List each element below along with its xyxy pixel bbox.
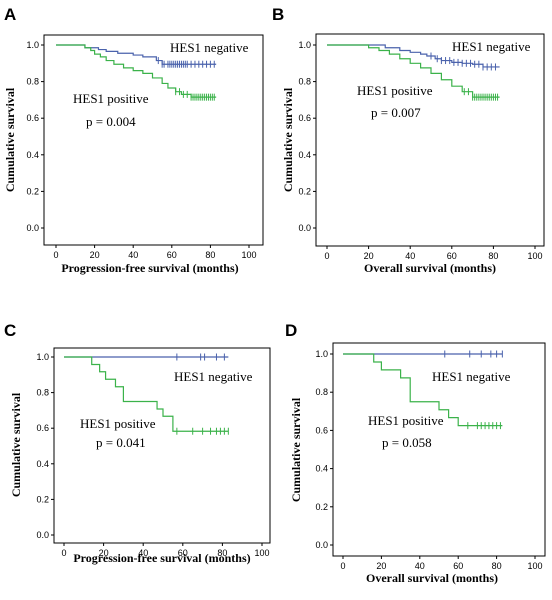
y-tick-label: 0.2 [315, 502, 328, 512]
series-line-hes1-positive [327, 44, 500, 98]
y-axis-label: Cumulative survival [9, 392, 23, 497]
plot-frame [43, 34, 264, 246]
x-tick-label: 20 [90, 250, 100, 260]
x-tick-label: 40 [138, 548, 148, 558]
annotation-hes1-negative: HES1 negative [432, 369, 511, 384]
y-tick-label: 0.4 [315, 464, 328, 474]
y-tick-label: 0.4 [298, 150, 311, 160]
y-tick-label: 1.0 [36, 352, 49, 362]
x-tick-label: 100 [527, 561, 542, 571]
y-tick-label: 0.2 [36, 494, 49, 504]
x-tick-label: 0 [340, 561, 345, 571]
annotation-hes1-negative: HES1 negative [170, 40, 249, 55]
axis-ticks: 0 20 40 60 80 100 0.0 0.2 0.4 0.6 0.8 1.0 [36, 352, 269, 558]
y-tick-label: 0.8 [36, 388, 49, 398]
y-axis-label: Cumulative survival [289, 397, 303, 502]
x-tick-label: 0 [53, 250, 58, 260]
x-axis-label: Overall survival (months) [366, 571, 498, 585]
y-tick-label: 0.8 [315, 387, 328, 397]
y-tick-label: 0.8 [298, 77, 311, 87]
annotation-hes1-positive: HES1 positive [368, 413, 444, 428]
x-tick-label: 80 [488, 251, 498, 261]
y-tick-label: 0.6 [315, 425, 328, 435]
x-axis-label: Progression-free survival (months) [61, 261, 238, 275]
axis-ticks: 0 20 40 60 80 100 0.0 0.2 0.4 0.6 0.8 1.0 [315, 349, 542, 571]
y-tick-label: 0.0 [315, 540, 328, 550]
x-tick-label: 100 [254, 548, 269, 558]
x-tick-label: 100 [241, 250, 256, 260]
x-tick-label: 80 [205, 250, 215, 260]
x-tick-label: 80 [217, 548, 227, 558]
series-line-hes1-positive [343, 353, 503, 427]
panel-letter: C [4, 321, 16, 340]
y-tick-label: 0.2 [26, 186, 39, 196]
annotation-hes1-positive: HES1 positive [80, 416, 156, 431]
annotation-hes1-negative: HES1 negative [174, 369, 253, 384]
y-tick-label: 0.4 [26, 150, 39, 160]
x-axis-label: Progression-free survival (months) [73, 551, 250, 565]
annotation-p-value: p = 0.041 [96, 435, 146, 450]
y-tick-label: 0.0 [36, 530, 49, 540]
y-tick-label: 0.6 [36, 423, 49, 433]
annotation-hes1-positive: HES1 positive [73, 91, 149, 106]
panel-b: B 0 20 40 60 80 100 0.0 0.2 0.4 0.6 0.8 1.0 HES1 ne… [272, 5, 545, 275]
y-tick-label: 0.6 [26, 113, 39, 123]
series-layer [327, 44, 500, 101]
annotation-hes1-negative: HES1 negative [452, 39, 531, 54]
panel-a: A 0 20 40 60 80 100 0.0 0.2 0.4 0.6 0.8 1.0 HES1 ne… [3, 5, 264, 275]
plot-frame [53, 347, 271, 544]
y-tick-label: 1.0 [315, 349, 328, 359]
panel-c: C 0 20 40 60 80 100 0.0 0.2 0.4 0.6 0.8 1.0 HES1 ne… [4, 321, 271, 565]
annotation-p-value: p = 0.004 [86, 114, 136, 129]
series-line-hes1-negative [327, 44, 500, 68]
panel-letter: B [272, 5, 284, 24]
x-tick-label: 80 [492, 561, 502, 571]
y-tick-label: 0.4 [36, 459, 49, 469]
x-tick-label: 20 [376, 561, 386, 571]
series-layer [64, 353, 229, 435]
axis-ticks: 0 20 40 60 80 100 0.0 0.2 0.4 0.6 0.8 1.0 [26, 40, 256, 260]
x-tick-label: 0 [324, 251, 329, 261]
y-tick-label: 1.0 [298, 40, 311, 50]
panel-letter: A [4, 5, 16, 24]
axis-ticks: 0 20 40 60 80 100 0.0 0.2 0.4 0.6 0.8 1.0 [298, 40, 542, 261]
series-layer [343, 350, 503, 430]
x-tick-label: 40 [405, 251, 415, 261]
y-axis-label: Cumulative survival [3, 87, 17, 192]
plot-frame [332, 342, 546, 557]
y-tick-label: 0.6 [298, 113, 311, 123]
x-tick-label: 40 [128, 250, 138, 260]
x-tick-label: 100 [527, 251, 542, 261]
y-tick-label: 0.0 [26, 223, 39, 233]
panel-d: D 0 20 40 60 80 100 0.0 0.2 0.4 0.6 0.8 1.0 HES1 ne… [285, 321, 546, 585]
x-tick-label: 60 [167, 250, 177, 260]
plot-frame [315, 33, 545, 247]
y-axis-label: Cumulative survival [281, 87, 295, 192]
x-axis-label: Overall survival (months) [364, 261, 496, 275]
panel-letter: D [285, 321, 297, 340]
x-tick-label: 0 [61, 548, 66, 558]
annotation-p-value: p = 0.058 [382, 435, 432, 450]
y-tick-label: 0.2 [298, 186, 311, 196]
x-tick-label: 20 [364, 251, 374, 261]
series-layer [56, 44, 217, 101]
series-line-hes1-positive [64, 356, 229, 432]
x-tick-label: 60 [447, 251, 457, 261]
x-tick-label: 60 [178, 548, 188, 558]
y-tick-label: 0.0 [298, 223, 311, 233]
x-tick-label: 60 [453, 561, 463, 571]
annotation-p-value: p = 0.007 [371, 105, 421, 120]
x-tick-label: 40 [415, 561, 425, 571]
y-tick-label: 0.8 [26, 77, 39, 87]
x-tick-label: 20 [99, 548, 109, 558]
annotation-hes1-positive: HES1 positive [357, 83, 433, 98]
y-tick-label: 1.0 [26, 40, 39, 50]
